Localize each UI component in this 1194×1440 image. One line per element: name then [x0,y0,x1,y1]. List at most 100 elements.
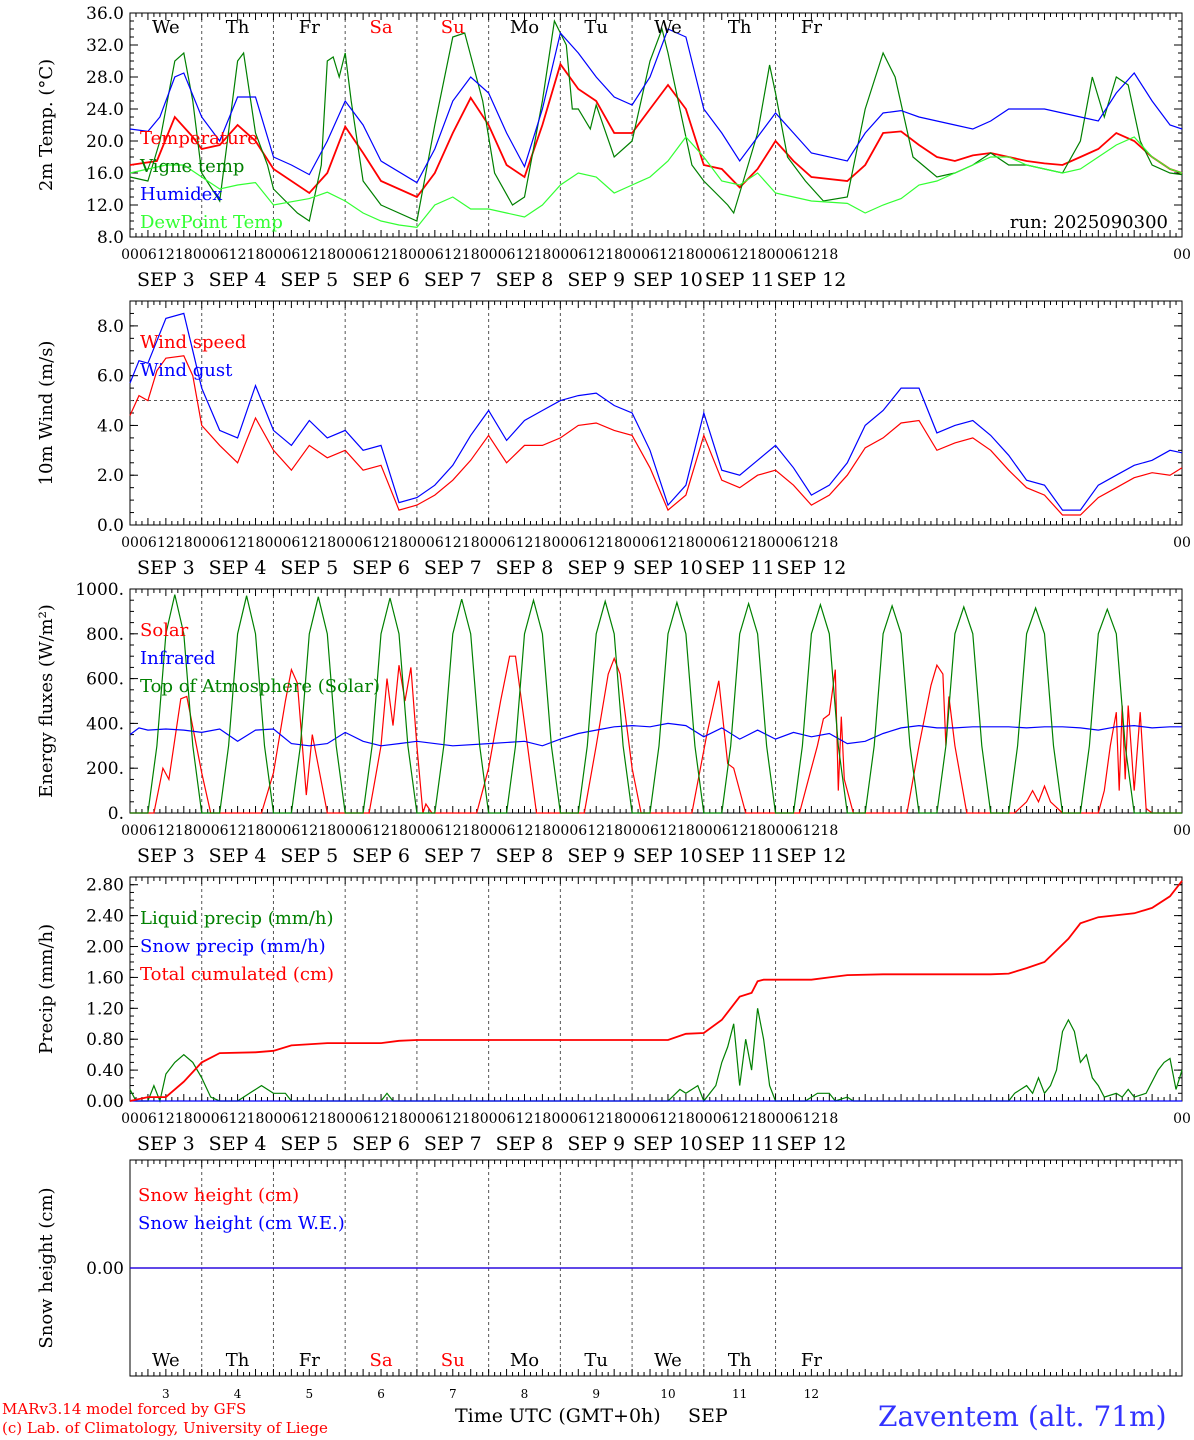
hour-label: 00 [265,823,283,839]
hour-label: 12 [444,1111,462,1127]
hour-label: 06 [785,823,803,839]
day-name: We [654,17,682,38]
panel-frame [129,300,1183,526]
hour-label: 00 [551,1111,569,1127]
y-tick-label: 2.80 [86,876,124,896]
hour-label: 12 [372,1111,390,1127]
hour-label: 00 [121,823,139,839]
hour-label: 06 [785,535,803,551]
hour-label: 00 [767,247,785,263]
date-label: SEP 4 [209,557,267,579]
y-tick-label: 1000. [75,580,124,600]
hour-label: 18 [462,535,480,551]
date-label: SEP 4 [209,269,267,291]
hour-label: 00 [623,535,641,551]
station-label: Zaventem (alt. 71m) [878,1400,1167,1433]
legend-entry: Snow height (cm) [138,1185,299,1206]
day-name: Tu [584,1350,608,1371]
hour-label: 12 [802,535,820,551]
date-label: SEP 10 [633,1133,703,1155]
hour-label: 00 [193,823,211,839]
day-number: 12 [804,1387,819,1401]
hour-label: 00 [480,823,498,839]
hour-label: 06 [282,535,300,551]
date-label: SEP 7 [424,1133,482,1155]
hour-label: 00 [336,247,354,263]
hour-label: 18 [820,823,838,839]
footer-model: MARv3.14 model forced by GFS [2,1400,247,1418]
hour-label: 12 [300,247,318,263]
hour-label: 06 [569,247,587,263]
hour-label: 18 [605,1111,623,1127]
hour-label: 06 [426,823,444,839]
y-axis-label: Precip (mm/h) [36,924,57,1054]
hour-label: 12 [300,535,318,551]
y-tick-label: 2.0 [97,466,124,486]
panel-frame [129,588,1183,814]
hour-label: 06 [211,823,229,839]
hour-label: 00 [480,535,498,551]
series-line [129,355,1183,516]
legend-entry: Solar [140,620,189,641]
hour-label: 00 [121,535,139,551]
y-tick-label: 8.0 [97,228,124,248]
y-tick-label: 600. [86,670,124,690]
hour-label: 12 [229,247,247,263]
hour-label: 18 [462,247,480,263]
day-name: Th [728,1350,752,1371]
hour-label: 18 [462,1111,480,1127]
hour-label: 18 [390,247,408,263]
hour-label: 00 [408,823,426,839]
hour-label: 12 [229,1111,247,1127]
y-tick-label: 2.00 [86,938,124,958]
y-tick-label: 20.0 [86,132,124,152]
date-label: SEP 8 [496,845,554,867]
hour-label: 00 [551,535,569,551]
date-label: SEP 11 [705,845,775,867]
hour-label: 18 [247,823,265,839]
hour-label: 06 [641,247,659,263]
day-name: Fr [801,1350,822,1371]
hour-label: 00 [336,535,354,551]
hour-label: 00 [265,247,283,263]
hour-label: 12 [229,535,247,551]
day-number: 10 [660,1387,675,1401]
y-tick-label: 32.0 [86,36,124,56]
hour-label: 00 [767,823,785,839]
hour-label: 00 [408,247,426,263]
hour-label: 00 [265,535,283,551]
day-name: Fr [299,17,320,38]
legend-entry: Top of Atmosphere (Solar) [140,676,380,697]
hour-label: 06 [426,535,444,551]
hour-label: 00 [121,1111,139,1127]
hour-label: 12 [444,247,462,263]
hour-label: 06 [211,535,229,551]
hour-label: 00 [193,535,211,551]
hour-label: 12 [372,535,390,551]
hour-label: 06 [354,823,372,839]
series-line [129,312,1183,511]
hour-label: 06 [139,535,157,551]
y-tick-label: 200. [86,759,124,779]
hour-label: 18 [390,535,408,551]
hour-label: 18 [749,535,767,551]
hour-label: 00 [623,823,641,839]
hour-label: 12 [444,535,462,551]
date-label: SEP 6 [352,845,410,867]
date-label: SEP 11 [705,269,775,291]
day-name: Su [441,1350,465,1371]
date-label: SEP 7 [424,269,482,291]
hour-label: 06 [785,247,803,263]
y-tick-label: 4.0 [97,416,124,436]
hour-label: 12 [587,535,605,551]
date-label: SEP 12 [776,557,846,579]
hour-label: 00 [408,535,426,551]
hour-label: 12 [444,823,462,839]
hour-label: 12 [516,823,534,839]
day-number: 7 [449,1387,457,1401]
hour-label: 06 [498,823,516,839]
y-axis-label: 2m Temp. (°C) [36,59,57,191]
hour-label: 12 [516,535,534,551]
hour-label: 00 [695,823,713,839]
y-tick-label: 0. [108,804,124,824]
